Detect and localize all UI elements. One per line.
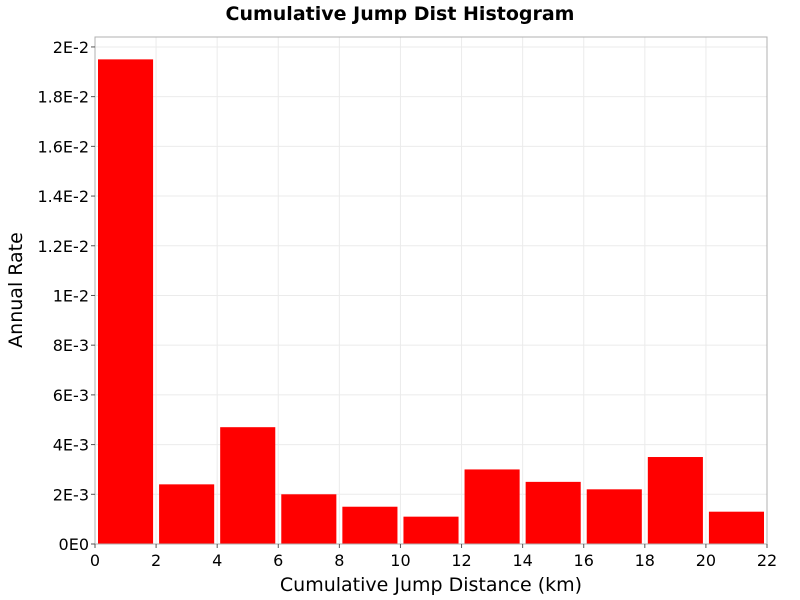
histogram-bar (586, 489, 642, 544)
x-tick-label: 18 (635, 551, 655, 570)
chart-title: Cumulative Jump Dist Histogram (226, 3, 575, 25)
y-tick-label: 4E-3 (53, 436, 89, 455)
x-tick-label: 16 (574, 551, 594, 570)
y-axis-ticks: 0E0 2E-3 4E-3 6E-3 8E-3 1E-2 1.2E-2 1.4E-2 1.6E-… (37, 38, 95, 554)
histogram-bar (281, 494, 337, 544)
histogram-bar (403, 516, 459, 544)
x-tick-label: 0 (90, 551, 100, 570)
y-tick-label: 1.4E-2 (37, 187, 89, 206)
x-tick-label: 4 (212, 551, 222, 570)
histogram-bar (159, 484, 215, 544)
histogram-bar (464, 469, 520, 544)
y-tick-label: 1.2E-2 (37, 237, 89, 256)
histogram-bar (525, 481, 581, 544)
histogram-bar (342, 506, 398, 544)
y-tick-label: 2E-2 (53, 38, 89, 57)
histogram-bar (220, 427, 276, 544)
histogram-bar (647, 457, 703, 544)
x-tick-label: 12 (451, 551, 471, 570)
histogram-bar (98, 59, 154, 544)
y-tick-label: 0E0 (59, 535, 89, 554)
x-tick-label: 20 (696, 551, 716, 570)
y-tick-label: 1.8E-2 (37, 88, 89, 107)
x-axis-ticks: 0 2 4 6 8 10 12 14 16 18 20 22 (90, 544, 777, 570)
y-tick-label: 6E-3 (53, 386, 89, 405)
y-tick-label: 1E-2 (53, 286, 89, 305)
y-tick-label: 2E-3 (53, 485, 89, 504)
y-tick-label: 1.6E-2 (37, 137, 89, 156)
x-tick-label: 22 (757, 551, 777, 570)
x-tick-label: 10 (390, 551, 410, 570)
x-tick-label: 8 (334, 551, 344, 570)
x-tick-label: 14 (512, 551, 532, 570)
y-axis-label: Annual Rate (5, 232, 27, 348)
x-tick-label: 6 (273, 551, 283, 570)
y-tick-label: 8E-3 (53, 336, 89, 355)
bars (98, 59, 764, 544)
histogram-bar (708, 511, 764, 544)
x-axis-label: Cumulative Jump Distance (km) (280, 574, 582, 596)
x-tick-label: 2 (151, 551, 161, 570)
plot-frame (94, 36, 768, 545)
